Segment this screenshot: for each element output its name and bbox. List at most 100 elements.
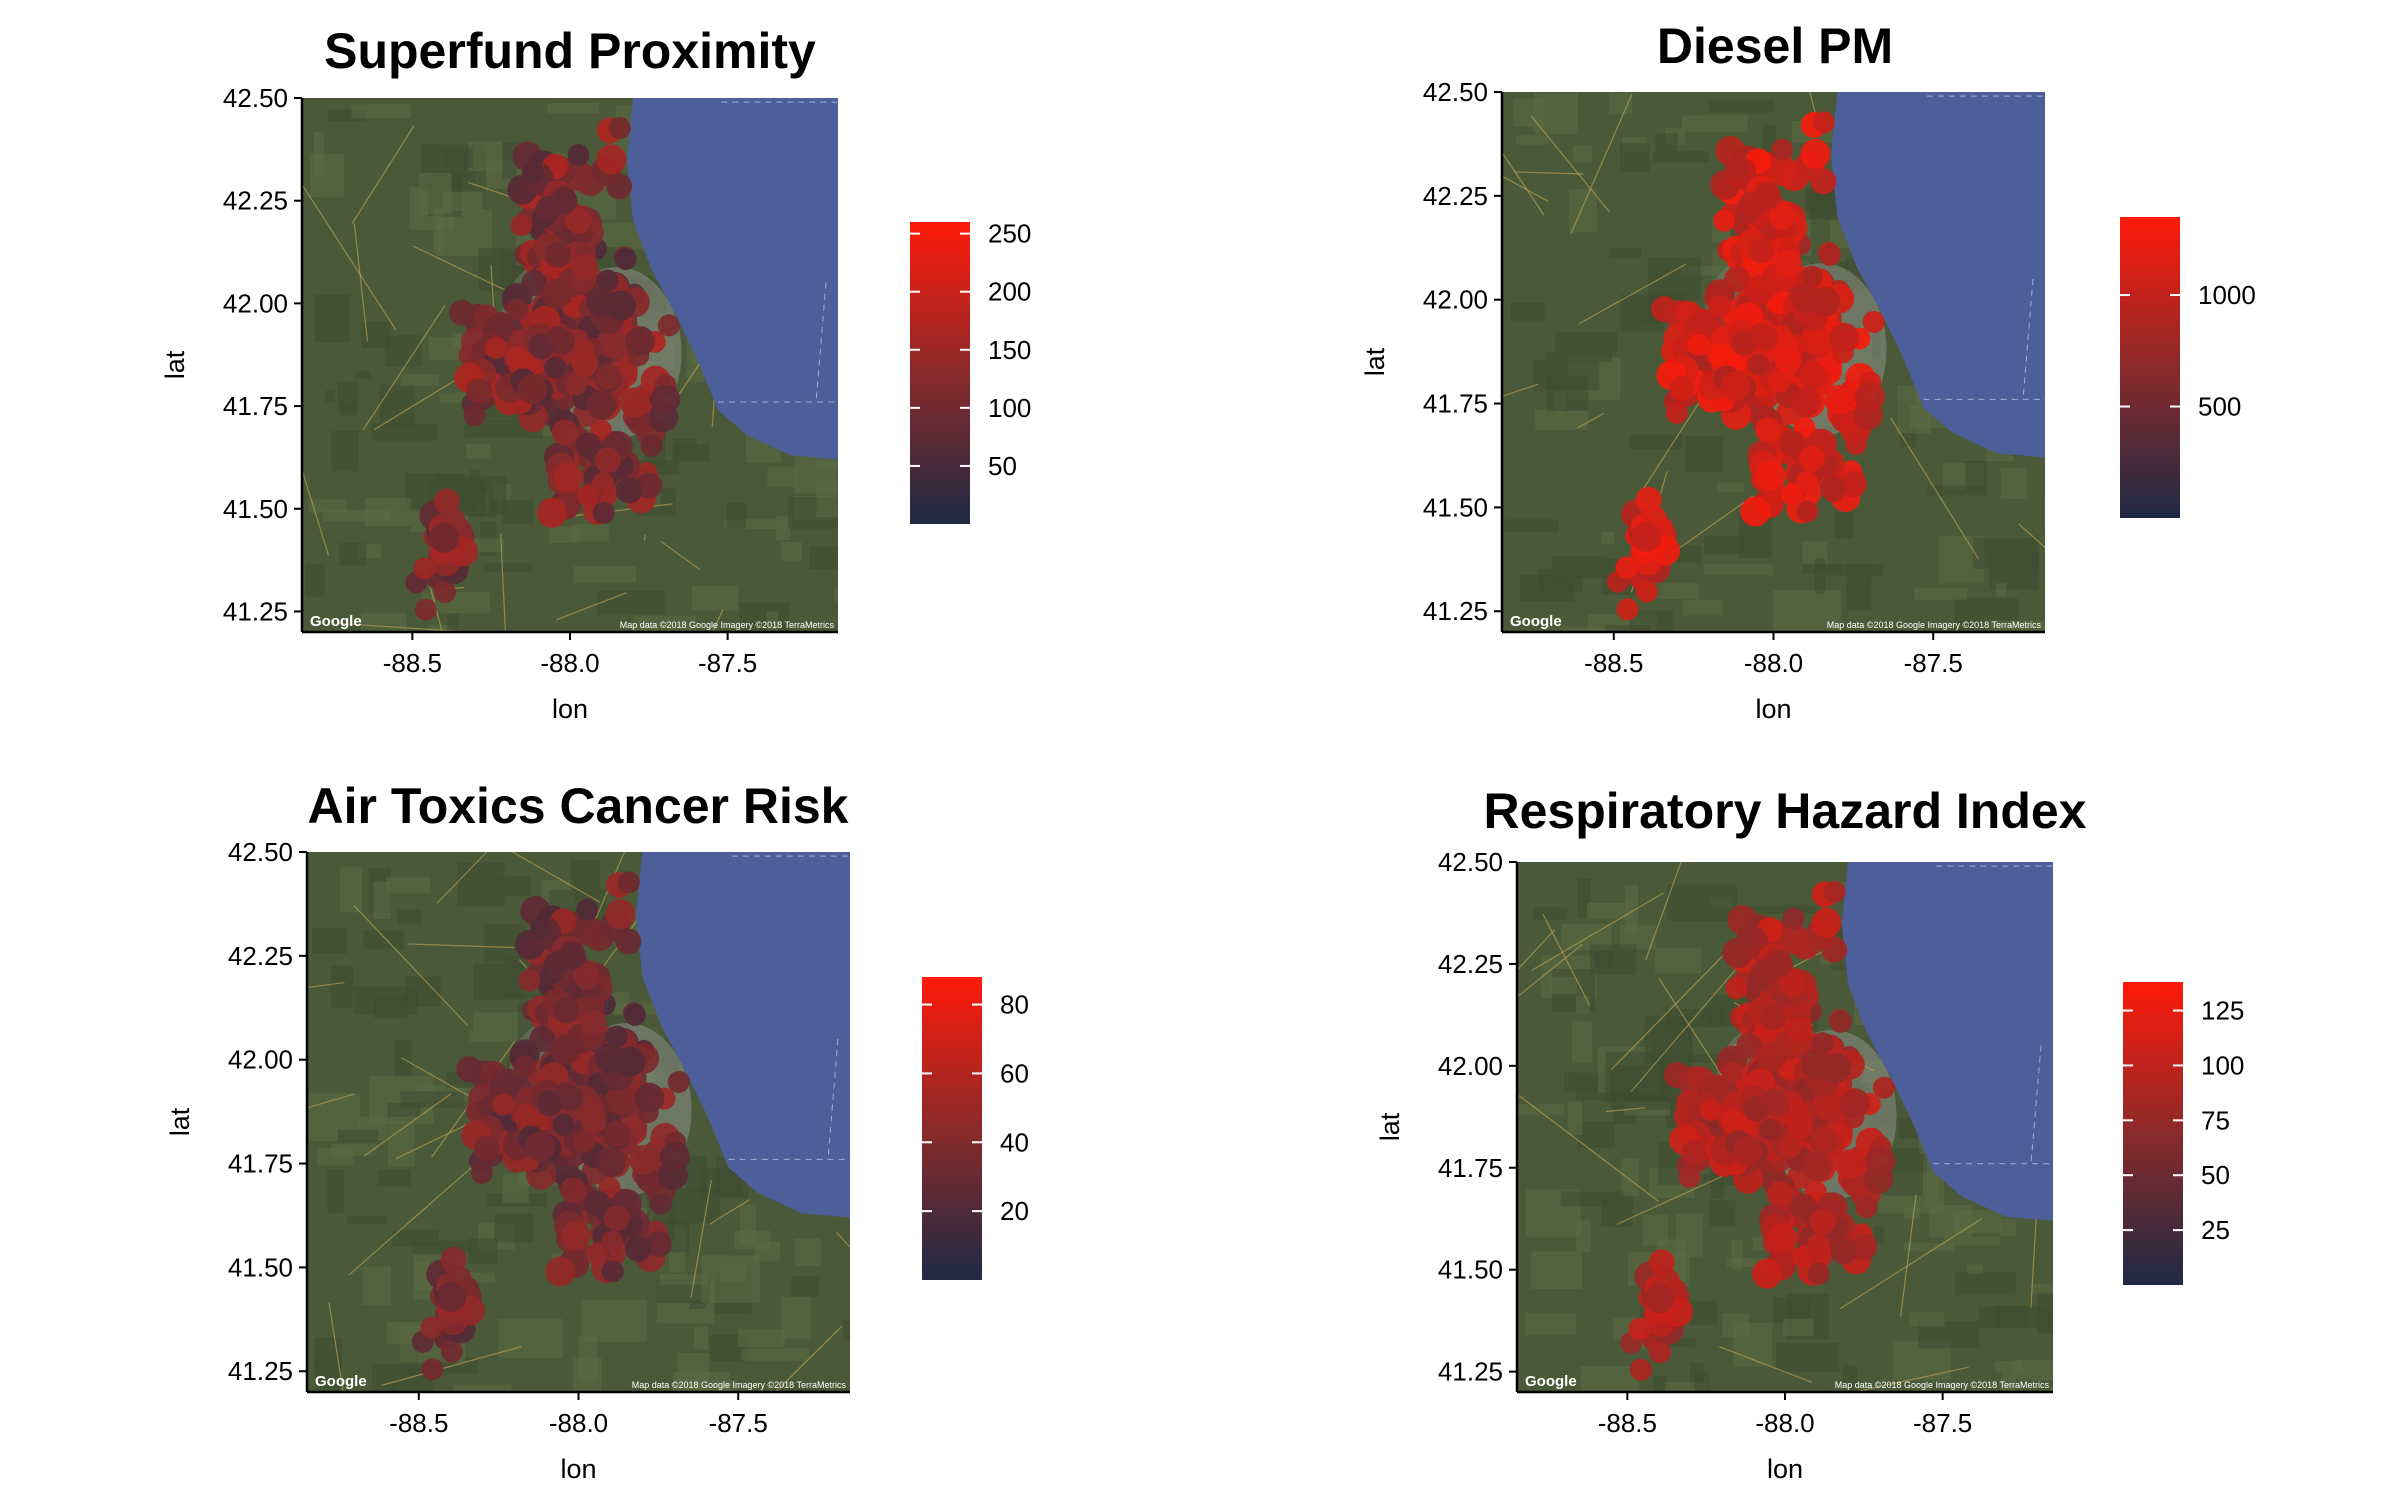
- terrain-patch: [1995, 1360, 2023, 1373]
- road: [690, 1179, 712, 1298]
- road: [436, 852, 488, 904]
- terrain-patch: [494, 1213, 534, 1243]
- road: [712, 608, 724, 632]
- terrain-patch: [1549, 977, 1577, 994]
- terrain-patch: [1652, 1376, 1668, 1392]
- data-point: [545, 1256, 576, 1287]
- colorbar-tick-label: 250: [988, 219, 1031, 249]
- y-tick-label: 42.00: [223, 288, 288, 318]
- terrain-patch: [672, 443, 710, 462]
- x-tick-label: -88.5: [1598, 1408, 1657, 1438]
- data-point: [1721, 1108, 1744, 1131]
- y-axis-label: lat: [165, 1107, 195, 1136]
- terrain-patch: [1572, 145, 1593, 163]
- terrain-patch: [1834, 512, 1854, 539]
- terrain-patch: [1587, 902, 1634, 920]
- data-point: [1708, 295, 1731, 318]
- data-point: [659, 1141, 690, 1172]
- state-boundary: [815, 282, 827, 403]
- data-point: [1810, 1125, 1837, 1152]
- data-point: [440, 1340, 463, 1363]
- data-point: [1644, 1283, 1675, 1314]
- colorbar: [910, 222, 970, 524]
- terrain-patch: [362, 1266, 392, 1306]
- data-point: [551, 419, 578, 446]
- terrain-patch: [570, 859, 601, 891]
- data-point: [436, 1281, 467, 1312]
- terrain-patch: [1991, 1305, 2027, 1328]
- data-point: [1648, 1341, 1671, 1364]
- data-point: [1820, 475, 1847, 502]
- data-point: [1855, 1196, 1878, 1219]
- road: [302, 467, 330, 556]
- road: [1645, 862, 1682, 961]
- data-point: [1790, 387, 1821, 418]
- terrain-patch: [1524, 1312, 1576, 1336]
- data-point: [522, 161, 545, 184]
- chart-title: Respiratory Hazard Index: [1484, 783, 2087, 839]
- terrain-patch: [327, 1169, 344, 1214]
- terrain-patch: [547, 102, 600, 114]
- colorbar-tick-label: 20: [1000, 1196, 1029, 1226]
- terrain-patch: [689, 1300, 706, 1309]
- data-point: [1872, 1076, 1895, 1099]
- terrain-patch: [1709, 1200, 1736, 1227]
- data-point: [1744, 275, 1775, 306]
- road: [307, 1093, 354, 1109]
- terrain-patch: [685, 1155, 707, 1192]
- terrain-patch: [529, 428, 544, 439]
- data-point: [601, 1260, 624, 1283]
- colorbar-tick-label: 1000: [2198, 280, 2256, 310]
- terrain-patch: [1802, 563, 1842, 574]
- terrain-patch: [1694, 1372, 1710, 1392]
- data-point: [596, 144, 627, 175]
- colorbar-tick-label: 40: [1000, 1127, 1029, 1157]
- terrain-patch: [2032, 1283, 2053, 1294]
- terrain-patch: [739, 1204, 756, 1244]
- chart-title: Air Toxics Cancer Risk: [308, 778, 849, 834]
- terrain-patch: [469, 1030, 535, 1042]
- data-point: [1721, 1061, 1744, 1084]
- terrain-patch: [1667, 884, 1738, 921]
- terrain-patch: [397, 909, 422, 925]
- state-boundary: [827, 1038, 839, 1160]
- data-point: [552, 1113, 575, 1136]
- data-point: [1796, 500, 1819, 523]
- data-point: [1782, 907, 1805, 930]
- data-point: [1725, 156, 1748, 179]
- data-point: [1807, 1233, 1830, 1256]
- terrain-patch: [1664, 1381, 1708, 1392]
- data-point: [601, 1230, 624, 1253]
- colorbar-tick-label: 80: [1000, 990, 1029, 1020]
- terrain-patch: [656, 1279, 711, 1304]
- terrain-patch: [694, 1326, 709, 1350]
- terrain-patch: [383, 1385, 398, 1392]
- chart-title: Diesel PM: [1657, 18, 1893, 74]
- data-point: [513, 1103, 536, 1126]
- road: [348, 1159, 481, 1276]
- data-point: [608, 117, 631, 140]
- terrain-patch: [351, 104, 411, 119]
- y-tick-label: 41.75: [223, 391, 288, 421]
- terrain-patch: [2012, 1360, 2053, 1381]
- y-tick-label: 42.00: [1438, 1051, 1503, 1081]
- terrain-patch: [1653, 151, 1709, 163]
- data-point: [1768, 203, 1795, 230]
- data-point: [605, 1084, 636, 1115]
- data-point: [1824, 384, 1855, 415]
- data-point: [1799, 360, 1826, 387]
- x-axis-label: lon: [1755, 694, 1791, 724]
- terrain-patch: [816, 480, 838, 518]
- map-attribution: Map data ©2018 Google Imagery ©2018 Terr…: [632, 1380, 847, 1390]
- road: [1531, 892, 1664, 971]
- google-credit: Google: [315, 1373, 367, 1390]
- data-point: [667, 1070, 690, 1093]
- data-point: [521, 270, 548, 297]
- terrain-patch: [1873, 1226, 1884, 1243]
- terrain-patch: [1703, 564, 1773, 576]
- road: [1530, 115, 1611, 213]
- data-point: [473, 1135, 500, 1162]
- terrain-patch: [400, 1091, 465, 1108]
- data-point: [1865, 1146, 1896, 1177]
- terrain-patch: [1749, 904, 1817, 914]
